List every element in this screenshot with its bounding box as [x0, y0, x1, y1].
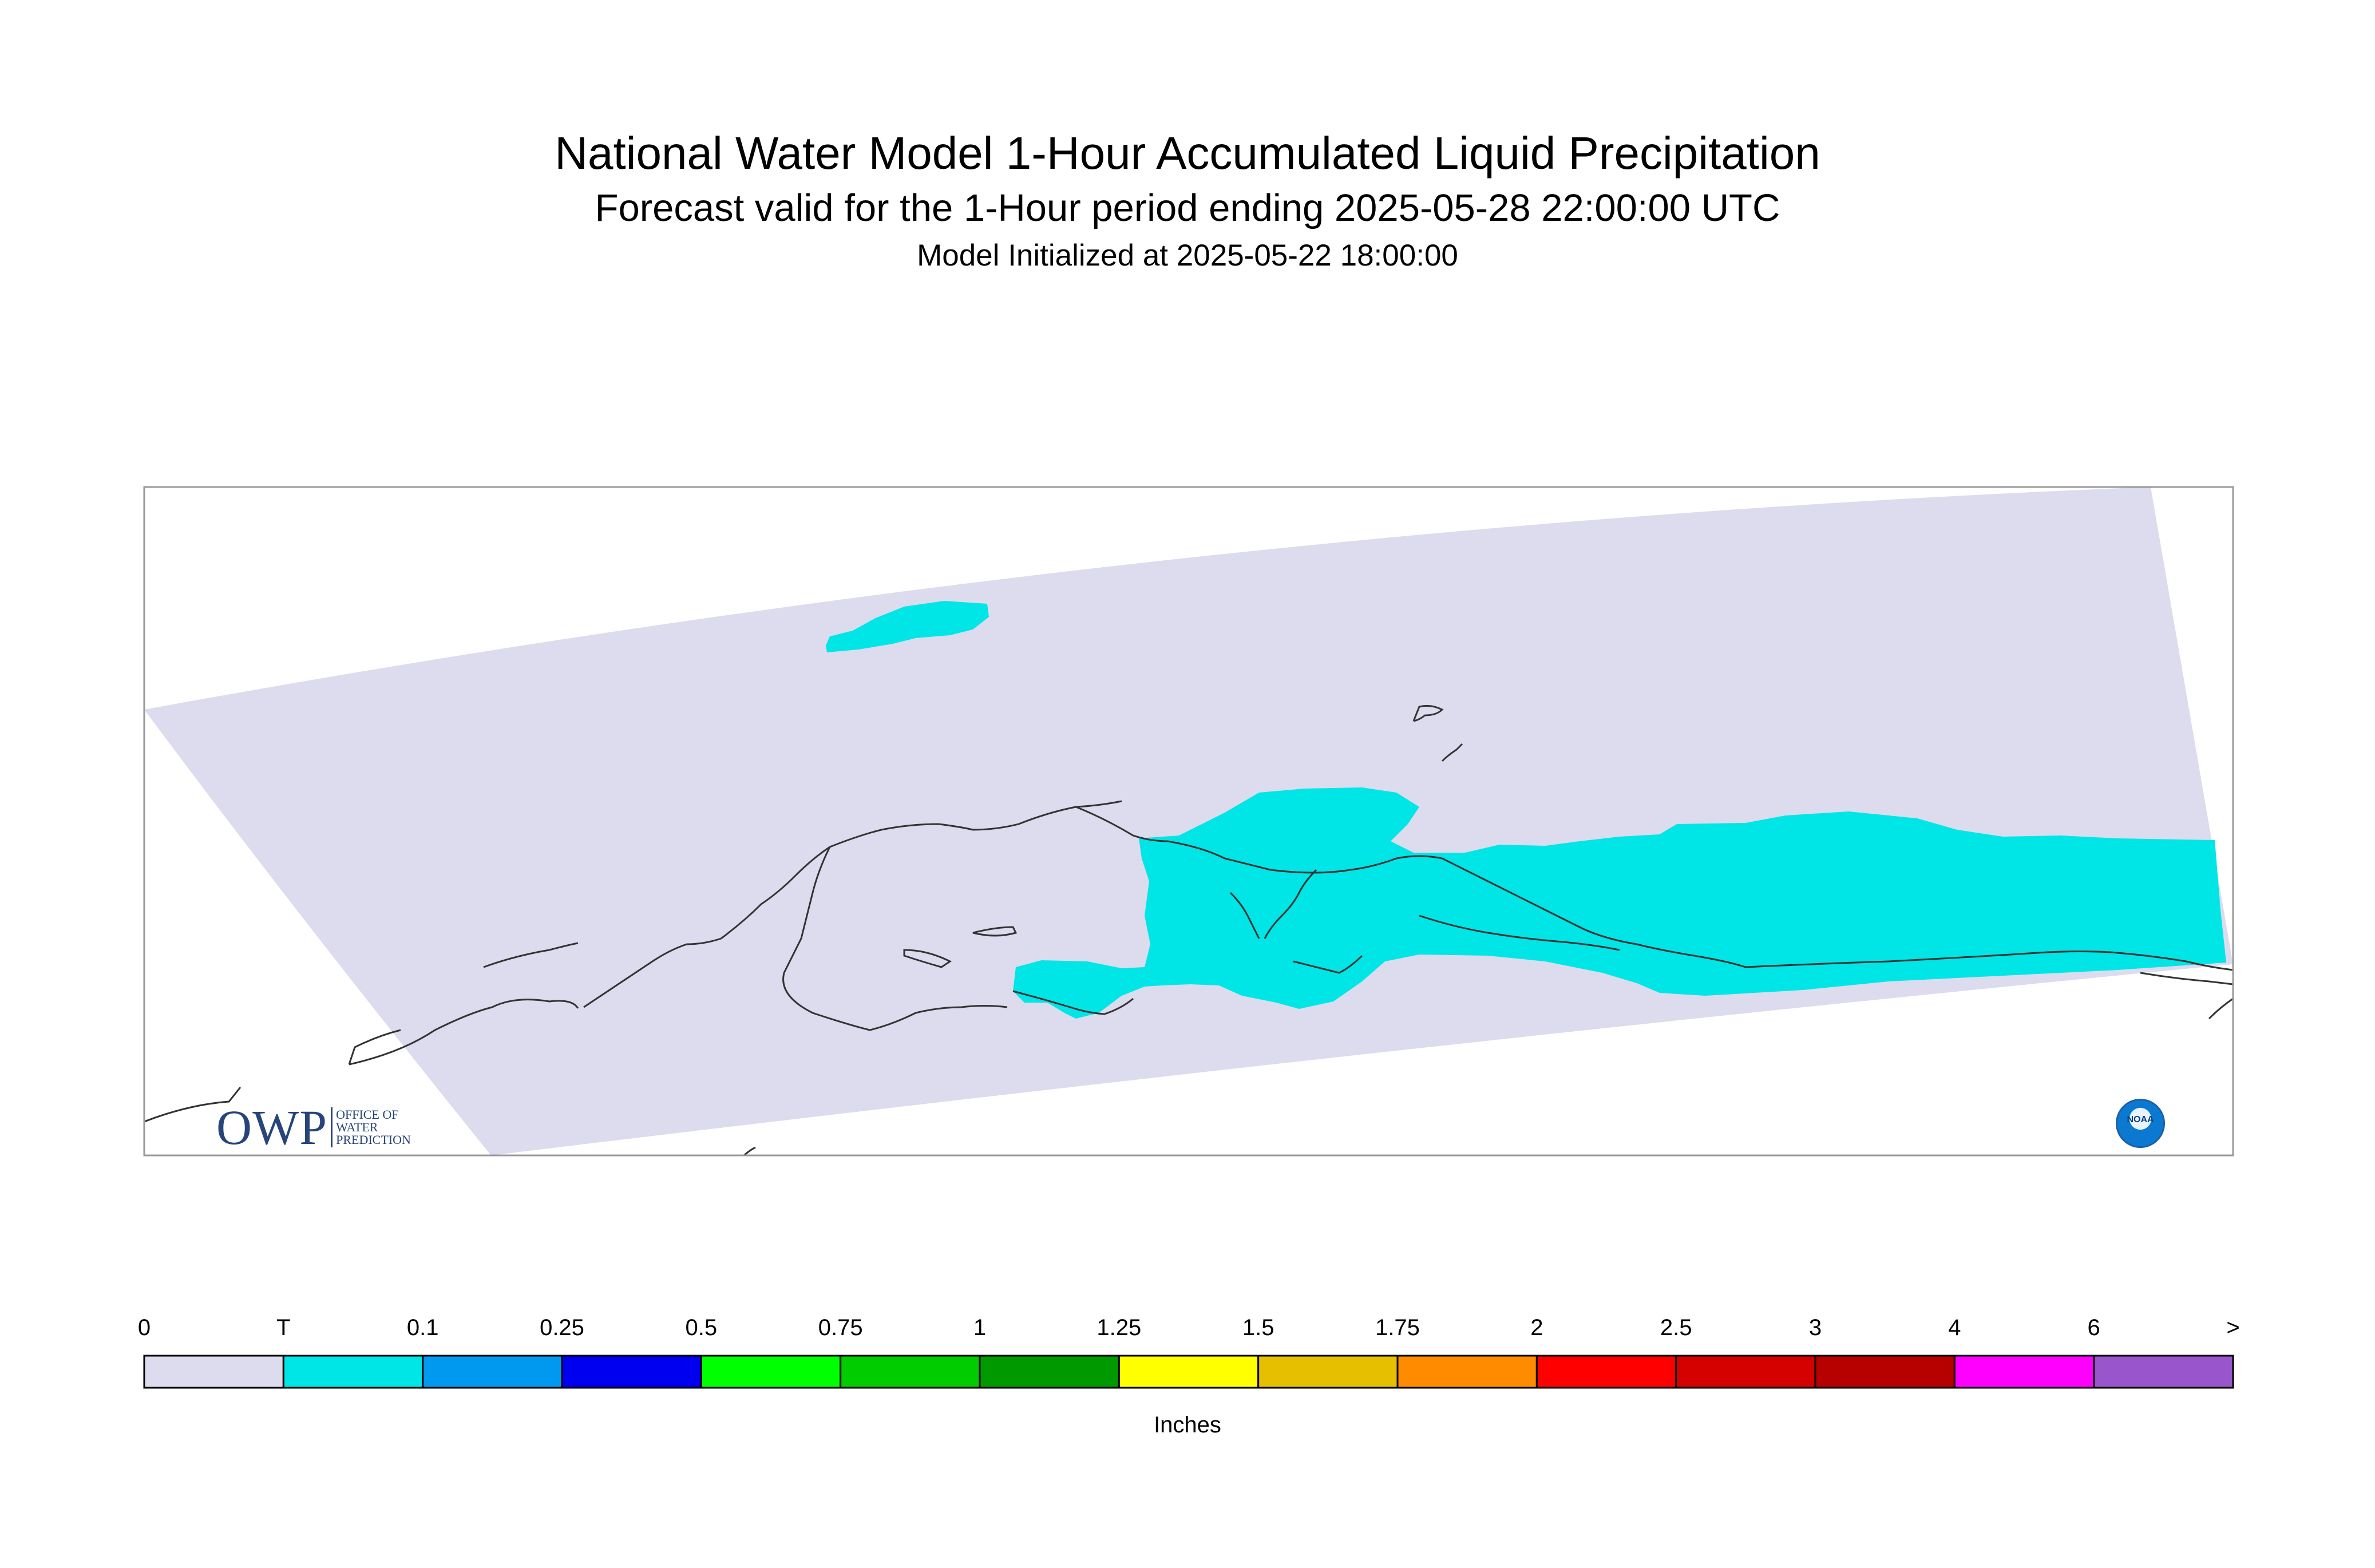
colorbar-swatch	[282, 1355, 424, 1389]
colorbar-swatch	[2093, 1355, 2234, 1389]
colorbar-swatch	[1675, 1355, 1816, 1389]
forecast-subtitle: Forecast valid for the 1-Hour period end…	[595, 187, 1780, 229]
colorbar	[143, 1355, 2234, 1389]
colorbar-tick-label: 2.5	[1660, 1315, 1692, 1340]
colorbar-tick-label: 2	[1530, 1315, 1543, 1340]
colorbar-swatch	[1953, 1355, 2095, 1389]
colorbar-swatch	[1257, 1355, 1399, 1389]
colorbar-swatch	[979, 1355, 1120, 1389]
colorbar-swatch	[143, 1355, 284, 1389]
owp-logo-line2: WATER	[336, 1120, 378, 1134]
colorbar-tick-label: >	[2226, 1315, 2240, 1340]
precip-area-north	[826, 601, 989, 652]
map-area	[144, 487, 2233, 1155]
colorbar-swatch	[1396, 1355, 1538, 1389]
chart-title: National Water Model 1-Hour Accumulated …	[555, 128, 1820, 179]
colorbar-tick-label: 1.75	[1375, 1315, 1420, 1340]
colorbar-swatch	[700, 1355, 842, 1389]
colorbar-tick-label: 1	[973, 1315, 987, 1340]
map-frame	[143, 486, 2234, 1157]
colorbar-swatch	[840, 1355, 981, 1389]
owp-logo: OWP OFFICE OF WATER PREDICTION	[216, 1099, 411, 1156]
init-time: Model Initialized at 2025-05-22 18:00:00	[917, 239, 1458, 272]
colorbar-units: Inches	[1154, 1412, 1221, 1438]
owp-logo-line1: OFFICE OF	[336, 1107, 399, 1122]
colorbar-tick-label: 1.25	[1097, 1315, 1142, 1340]
colorbar-tick-label: 1.5	[1242, 1315, 1274, 1340]
coastlines	[144, 704, 2233, 1155]
noaa-logo	[2116, 1099, 2165, 1148]
colorbar-tick-label: 0	[137, 1315, 151, 1340]
colorbar-tick-label: 0.5	[685, 1315, 718, 1340]
owp-logo-text: OFFICE OF WATER PREDICTION	[336, 1108, 411, 1146]
colorbar-tick-label: 0.1	[406, 1315, 439, 1340]
precip-area-main	[1013, 787, 2226, 1019]
noaa-logo-text: NOAA	[2127, 1115, 2154, 1124]
colorbar-tick-label: T	[276, 1315, 291, 1340]
colorbar-swatch	[1814, 1355, 1956, 1389]
colorbar-swatch	[422, 1355, 563, 1389]
colorbar-tick-label: 3	[1808, 1315, 1822, 1340]
colorbar-tick-label: 6	[2087, 1315, 2100, 1340]
owp-logo-mark: OWP	[216, 1100, 328, 1155]
colorbar-swatch	[1535, 1355, 1677, 1389]
colorbar-swatch	[1118, 1355, 1260, 1389]
owp-logo-line3: PREDICTION	[336, 1133, 411, 1147]
colorbar-tick-label: 0.25	[540, 1315, 584, 1340]
colorbar-tick-label: 0.75	[818, 1315, 863, 1340]
colorbar-tick-label: 4	[1948, 1315, 1961, 1340]
owp-logo-divider	[331, 1107, 333, 1147]
colorbar-swatch	[561, 1355, 702, 1389]
